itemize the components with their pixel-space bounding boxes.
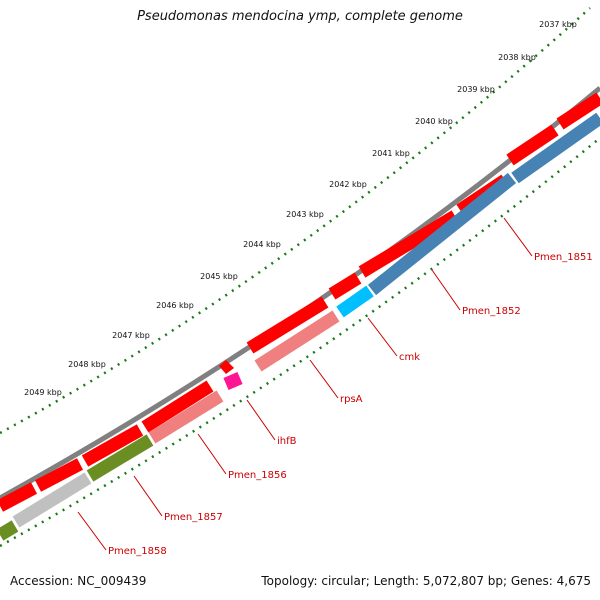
scale-ring-outer (0, 7, 591, 435)
cds-arrow (358, 210, 459, 278)
cds-arrow (246, 296, 329, 354)
scale-label: 2045 kbp (200, 272, 238, 281)
gene-label-pmen_1851: Pmen_1851 (534, 252, 593, 263)
gene-label-pmen_1857: Pmen_1857 (164, 512, 223, 523)
gene-cmk[interactable] (336, 285, 374, 318)
cds-arrow (0, 482, 38, 512)
cds-arrow (328, 272, 362, 300)
scale-label: 2043 kbp (286, 210, 324, 219)
gene-pmen_1851[interactable] (511, 112, 600, 184)
cds-arrow (81, 424, 144, 467)
gene-pmen_1857[interactable] (86, 434, 154, 482)
genome-backbone (0, 86, 600, 501)
scale-label: 2041 kbp (372, 149, 410, 158)
gene-label-pmen_1858: Pmen_1858 (108, 546, 167, 557)
gene-track (0, 112, 600, 541)
scale-label: 2039 kbp (457, 85, 495, 94)
scale-label: 2038 kbp (498, 53, 536, 62)
scale-label: 2037 kbp (539, 20, 577, 29)
label-leader (77, 511, 107, 551)
cds-arrow (34, 458, 84, 492)
scale-label: 2040 kbp (415, 117, 453, 126)
gene-rpsa[interactable] (254, 310, 340, 372)
gene-ihfb[interactable] (223, 372, 243, 390)
label-leader (503, 217, 533, 257)
scale-tick-labels: 2037 kbp 2038 kbp 2039 kbp 2040 kbp 2041 kbp… (24, 20, 577, 397)
cds-arrow (506, 124, 559, 166)
gene-label-cmk: cmk (399, 352, 420, 363)
cds-arrow (556, 92, 600, 130)
map-title: Pseudomonas mendocina ymp, complete geno… (137, 9, 463, 24)
label-leader (246, 399, 276, 441)
gene-pmen_1852[interactable] (367, 172, 517, 296)
gene-label-ihfb: ihfB (277, 436, 297, 447)
label-leader (197, 433, 227, 475)
gene-pmen_1856[interactable] (148, 390, 224, 444)
gene-block-partial (0, 520, 19, 541)
gene-label-leaders (77, 217, 533, 551)
scale-label: 2042 kbp (329, 180, 367, 189)
gene-label-rpsa: rpsA (340, 394, 363, 405)
scale-label: 2047 kbp (112, 331, 150, 340)
accession-text: Accession: NC_009439 (10, 574, 147, 588)
label-leader (133, 475, 163, 517)
gene-pmen_1858[interactable] (12, 472, 92, 528)
scale-label: 2048 kbp (68, 360, 106, 369)
scale-label: 2044 kbp (243, 240, 281, 249)
cds-arrow (141, 380, 214, 433)
genome-summary-text: Topology: circular; Length: 5,072,807 bp… (261, 574, 591, 588)
label-leader (309, 359, 339, 399)
label-leader (367, 317, 398, 357)
gene-label-pmen_1852: Pmen_1852 (462, 306, 521, 317)
gene-label-pmen_1856: Pmen_1856 (228, 470, 287, 481)
cds-arrow (219, 360, 234, 374)
scale-label: 2049 kbp (24, 388, 62, 397)
scale-label: 2046 kbp (156, 301, 194, 310)
label-leader (431, 269, 461, 311)
